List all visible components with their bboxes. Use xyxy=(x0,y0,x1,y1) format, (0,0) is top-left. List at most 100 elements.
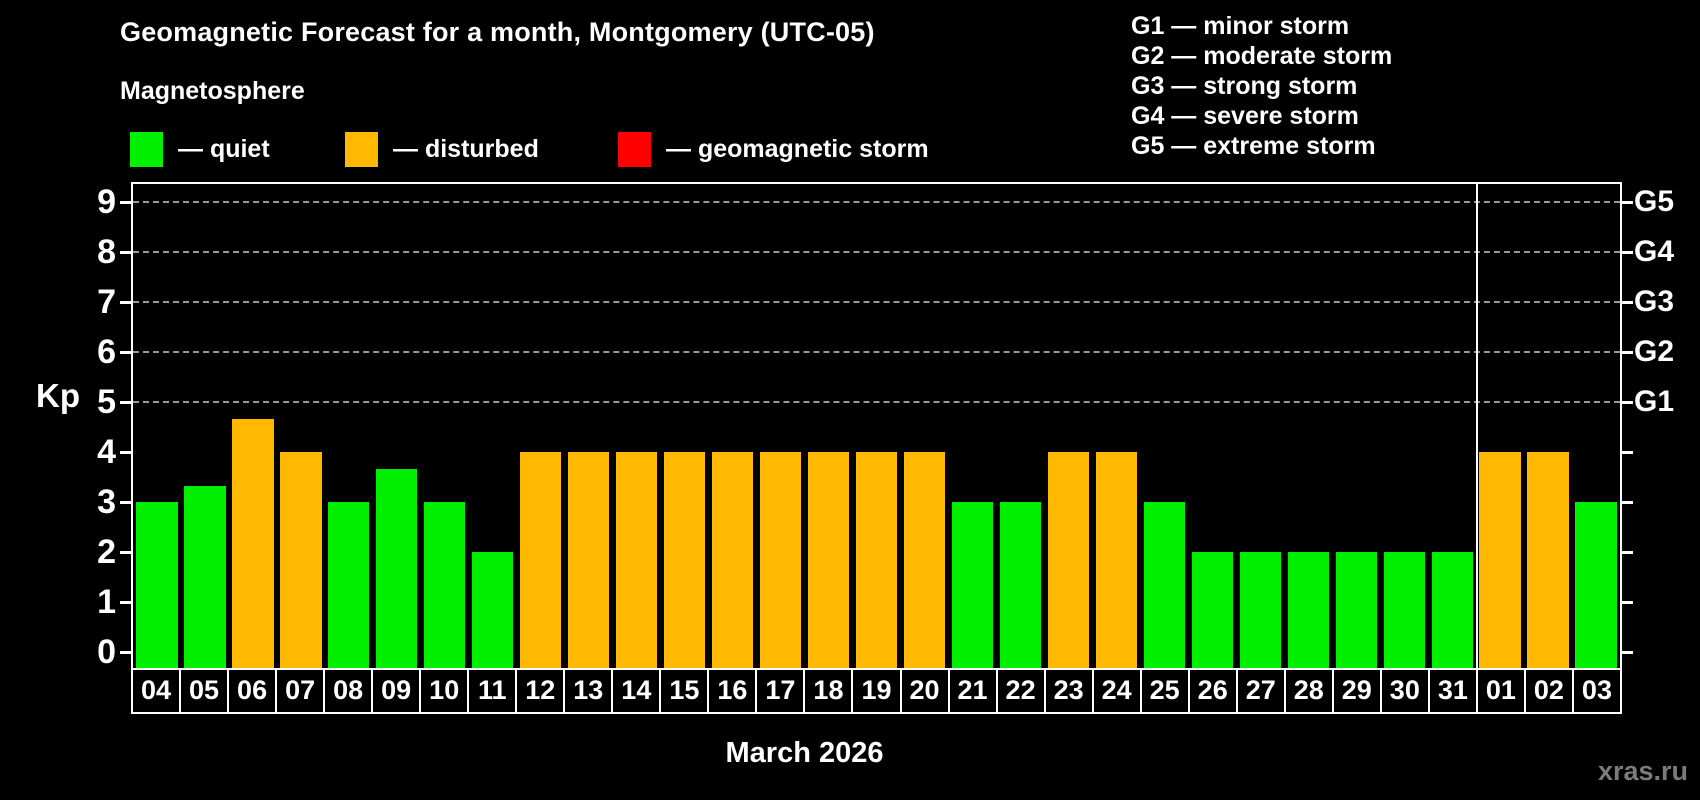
bar-column-day-28 xyxy=(1284,184,1332,668)
bar-column-day-15 xyxy=(661,184,709,668)
bar-column-day-27 xyxy=(1236,184,1284,668)
y-axis-label-8: 8 xyxy=(97,233,116,271)
bar-column-day-01 xyxy=(1476,184,1524,668)
kp-bar-day-08 xyxy=(328,502,370,668)
gridline-kp8 xyxy=(133,251,1620,253)
bar-column-day-13 xyxy=(565,184,613,668)
kp-bar-day-18 xyxy=(807,452,850,668)
day-label-31: 31 xyxy=(1430,670,1478,712)
gridline-kp5 xyxy=(133,401,1620,403)
bar-column-day-14 xyxy=(613,184,661,668)
kp-bar-day-12 xyxy=(520,452,562,668)
bar-column-day-24 xyxy=(1092,184,1140,668)
day-label-02: 02 xyxy=(1526,670,1574,712)
kp-bar-day-16 xyxy=(711,452,754,668)
y-axis-title: Kp xyxy=(36,377,80,414)
disturbed-color-swatch xyxy=(345,132,378,167)
left-tick-kp6 xyxy=(120,351,131,354)
kp-bar-day-14 xyxy=(616,452,658,668)
bar-column-day-02 xyxy=(1524,184,1572,668)
bar-column-day-12 xyxy=(517,184,565,668)
day-label-01: 01 xyxy=(1478,670,1526,712)
month-separator-line xyxy=(1476,184,1479,668)
y-axis-label-4: 4 xyxy=(97,433,116,471)
day-label-05: 05 xyxy=(181,670,230,712)
storm-scale-line: G5 — extreme storm xyxy=(1131,132,1376,160)
kp-bar-day-26 xyxy=(1191,552,1233,668)
storm-scale-line: G2 — moderate storm xyxy=(1131,42,1393,70)
bar-column-day-09 xyxy=(373,184,421,668)
legend-item-disturbed: — disturbed xyxy=(345,132,539,167)
day-label-07: 07 xyxy=(277,670,326,712)
day-label-13: 13 xyxy=(565,670,614,712)
bar-column-day-04 xyxy=(133,184,181,668)
day-label-17: 17 xyxy=(757,670,806,712)
left-tick-kp3 xyxy=(120,501,131,504)
left-tick-kp8 xyxy=(120,251,131,254)
bar-column-day-03 xyxy=(1572,184,1620,668)
plot-area xyxy=(120,182,1633,668)
kp-bar-day-03 xyxy=(1575,502,1617,668)
kp-bar-day-30 xyxy=(1383,552,1425,668)
kp-bar-day-15 xyxy=(664,452,706,668)
y-axis-label-5: 5 xyxy=(97,383,116,421)
bar-column-day-23 xyxy=(1044,184,1092,668)
left-tick-kp7 xyxy=(120,301,131,304)
left-tick-kp1 xyxy=(120,601,131,604)
left-tick-kp2 xyxy=(120,551,131,554)
g-scale-label-g3: G3 xyxy=(1634,285,1675,318)
y-axis-label-3: 3 xyxy=(97,483,116,521)
kp-bar-day-28 xyxy=(1287,552,1329,668)
right-tick-kp1 xyxy=(1622,601,1633,604)
kp-bar-day-31 xyxy=(1431,552,1473,668)
right-tick-kp4 xyxy=(1622,451,1633,454)
day-label-27: 27 xyxy=(1238,670,1286,712)
storm-scale-line: G1 — minor storm xyxy=(1131,12,1350,40)
kp-bar-day-23 xyxy=(1047,452,1089,668)
kp-bar-day-27 xyxy=(1239,552,1281,668)
day-label-28: 28 xyxy=(1286,670,1334,712)
right-tick-kp6 xyxy=(1622,351,1633,354)
bar-column-day-10 xyxy=(421,184,469,668)
day-label-18: 18 xyxy=(805,670,854,712)
kp-bar-day-29 xyxy=(1335,552,1377,668)
right-tick-kp3 xyxy=(1622,501,1633,504)
left-tick-kp9 xyxy=(120,201,131,204)
kp-bar-day-22 xyxy=(999,502,1042,668)
bar-column-day-05 xyxy=(181,184,229,668)
bar-column-day-18 xyxy=(805,184,853,668)
bar-column-day-26 xyxy=(1188,184,1236,668)
day-label-04: 04 xyxy=(133,670,182,712)
kp-bar-day-10 xyxy=(424,502,466,668)
page-title: Geomagnetic Forecast for a month, Montgo… xyxy=(120,17,875,47)
day-label-23: 23 xyxy=(1046,670,1094,712)
gridline-kp7 xyxy=(133,301,1620,303)
storm-scale-legend: G1 — minor storm G2 — moderate storm G3 — … xyxy=(1131,11,1392,161)
bars-row xyxy=(133,184,1620,668)
day-label-25: 25 xyxy=(1142,670,1190,712)
day-label-22: 22 xyxy=(998,670,1046,712)
day-label-16: 16 xyxy=(709,670,758,712)
y-axis-label-1: 1 xyxy=(97,583,116,621)
y-axis-label-2: 2 xyxy=(97,533,116,571)
g-scale-label-g1: G1 xyxy=(1634,385,1675,418)
bar-column-day-29 xyxy=(1332,184,1380,668)
kp-bar-day-04 xyxy=(136,502,178,668)
day-label-11: 11 xyxy=(469,670,518,712)
gridline-kp6 xyxy=(133,351,1620,353)
g-scale-label-g4: G4 xyxy=(1634,235,1675,268)
right-tick-kp5 xyxy=(1622,401,1633,404)
legend-label-disturbed: — disturbed xyxy=(393,135,539,163)
kp-bar-day-13 xyxy=(568,452,610,668)
day-label-10: 10 xyxy=(421,670,470,712)
legend-label-storm: — geomagnetic storm xyxy=(666,135,929,163)
day-label-12: 12 xyxy=(517,670,566,712)
bar-column-day-08 xyxy=(325,184,373,668)
x-axis-day-labels: 04 05 06 07 08 09 10 11 12 13 14 15 16 17 18 19 20 21 22 23… xyxy=(131,668,1622,714)
kp-bar-day-07 xyxy=(280,452,322,668)
legend-label-quiet: — quiet xyxy=(178,135,270,163)
bar-column-day-20 xyxy=(901,184,949,668)
y-axis-label-0: 0 xyxy=(97,633,116,671)
left-tick-kp5 xyxy=(120,401,131,404)
